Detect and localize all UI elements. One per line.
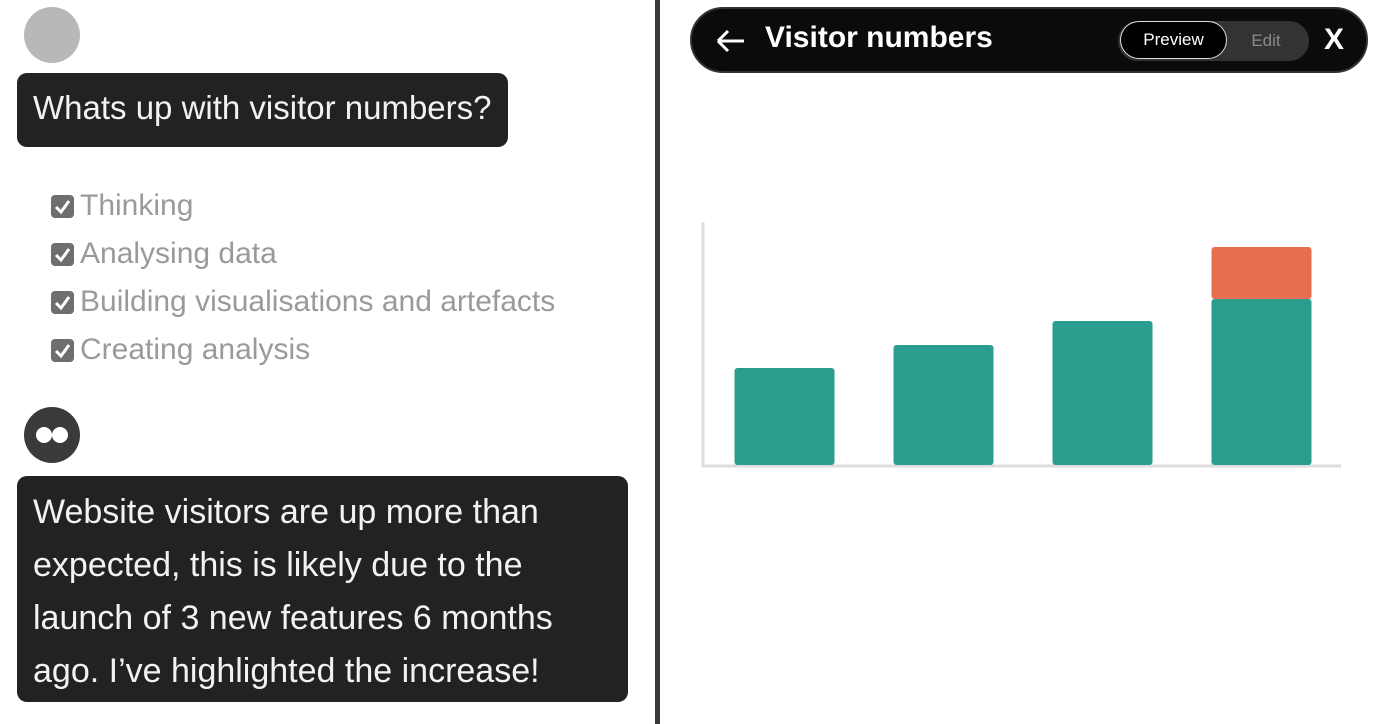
step-label: Thinking bbox=[80, 189, 194, 222]
user-message: Whats up with visitor numbers? bbox=[17, 73, 508, 147]
artefact-header: Visitor numbers Preview Edit X bbox=[690, 7, 1368, 73]
step-label: Creating analysis bbox=[80, 333, 311, 366]
check-icon bbox=[51, 290, 74, 314]
back-arrow[interactable] bbox=[714, 27, 748, 55]
bar bbox=[893, 345, 994, 465]
edit-tab[interactable]: Edit bbox=[1251, 31, 1281, 50]
panel-title: Visitor numbers bbox=[765, 21, 993, 54]
step: Analysing data bbox=[50, 234, 277, 274]
step-label: Analysing data bbox=[80, 237, 277, 270]
bar bbox=[1211, 299, 1312, 465]
assistant-message: Website visitors are up more than expect… bbox=[17, 476, 628, 702]
avatar-icon bbox=[36, 427, 68, 443]
step: Thinking bbox=[50, 186, 193, 226]
step: Creating analysis bbox=[50, 330, 310, 370]
bar bbox=[1052, 321, 1153, 465]
divider bbox=[655, 0, 660, 724]
chat-panel: Whats up with visitor numbers? Thinking A… bbox=[0, 0, 655, 724]
step: Building visualisations and artefacts bbox=[50, 282, 555, 322]
check-icon bbox=[51, 194, 74, 218]
preview-tab[interactable]: Preview bbox=[1120, 21, 1227, 59]
close-button[interactable]: X bbox=[1324, 23, 1345, 56]
user-avatar bbox=[24, 7, 80, 63]
step-label: Building visualisations and artefacts bbox=[80, 285, 556, 318]
bar bbox=[1211, 247, 1312, 299]
bar bbox=[734, 368, 835, 465]
check-icon bbox=[51, 242, 74, 266]
check-icon bbox=[51, 338, 74, 362]
view-toggle: Preview Edit bbox=[1118, 21, 1309, 61]
assistant-avatar bbox=[24, 407, 80, 463]
